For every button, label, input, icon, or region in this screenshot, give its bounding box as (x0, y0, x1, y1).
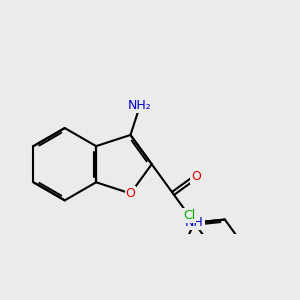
Text: NH: NH (185, 216, 204, 229)
Text: Cl: Cl (183, 209, 195, 222)
Text: O: O (191, 170, 201, 183)
Text: NH₂: NH₂ (128, 99, 152, 112)
Text: O: O (125, 187, 135, 200)
